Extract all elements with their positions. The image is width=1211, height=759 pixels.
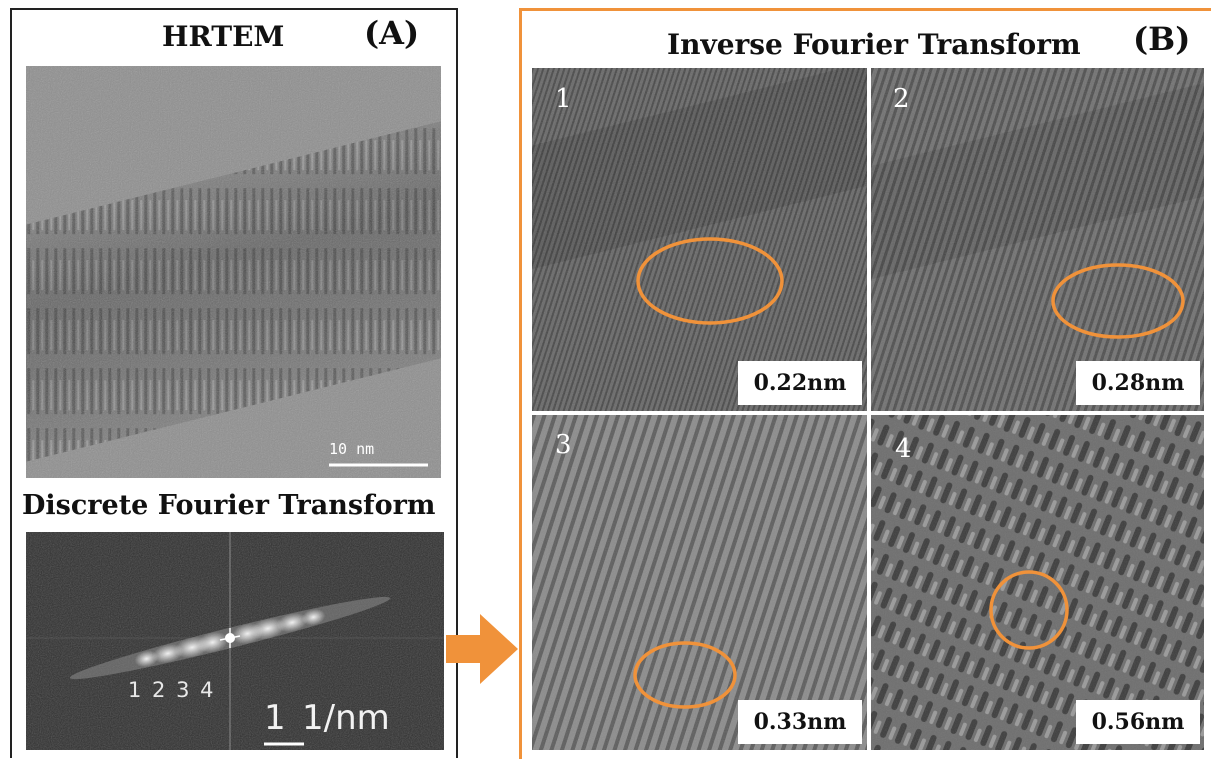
quadrant-3-spacing: 0.33nm (738, 700, 862, 744)
ift-quadrant-1 (532, 68, 867, 411)
quadrant-4-spacing: 0.56nm (1076, 700, 1200, 744)
panel-b-label: (B) (1133, 20, 1191, 58)
hrtem-image (26, 66, 441, 478)
quadrant-1-number: 1 (555, 84, 572, 114)
hrtem-title: HRTEM (162, 20, 285, 53)
dft-scale-number: 1 (264, 698, 286, 738)
panel-b-frame (519, 8, 1211, 759)
quadrant-4-number: 4 (895, 434, 912, 464)
quadrant-3-number: 3 (555, 430, 572, 460)
quadrant-2-number: 2 (893, 84, 910, 114)
quadrant-2-spacing: 0.28nm (1076, 361, 1200, 405)
hrtem-scale-bar-label: 10 nm (329, 440, 375, 458)
ift-quadrant-2 (871, 68, 1204, 411)
arrow-right-icon (446, 614, 518, 684)
dft-scale-unit: 1/nm (302, 698, 390, 738)
ift-quadrant-3 (532, 415, 867, 750)
quadrant-1-spacing: 0.22nm (738, 361, 862, 405)
ift-quadrant-4 (871, 415, 1204, 750)
panel-a-label: (A) (364, 14, 420, 52)
panel-a-frame (10, 8, 458, 758)
dft-spot-numbers: 1 2 3 4 (128, 678, 216, 702)
dft-title: Discrete Fourier Transform (22, 490, 436, 521)
dft-image (26, 532, 444, 750)
ift-title: Inverse Fourier Transform (667, 28, 1081, 61)
